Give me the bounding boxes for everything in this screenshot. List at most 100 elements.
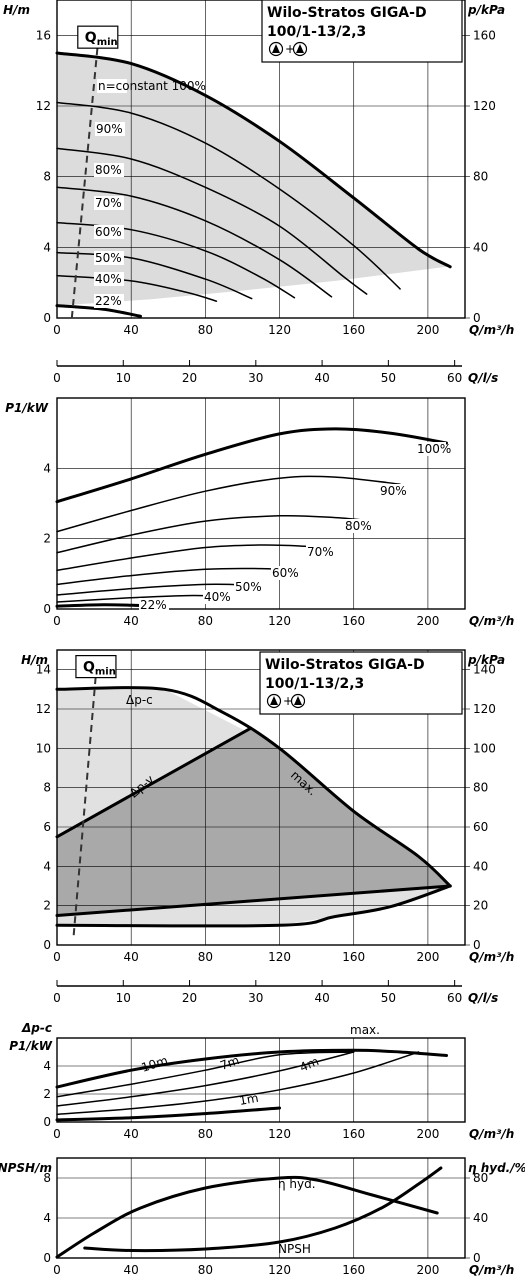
series-label: 1m [238, 1091, 259, 1108]
series-line-100- [55, 427, 448, 504]
series-line-90- [56, 101, 401, 290]
series-line-max- [55, 1048, 448, 1089]
flow-ls-axis: 0 10 20 30 40 50 60 Q/l/s [53, 980, 498, 1005]
qmin-dashed-line [70, 44, 99, 319]
y2-tick-label: 140 [473, 663, 496, 677]
plot-frame [56, 1037, 466, 1123]
series-label: 40% [95, 272, 122, 286]
pump-symbol-icon [296, 44, 304, 53]
series-label: 60% [95, 225, 122, 239]
chart-subtitle: 100/1-13/2,3 [267, 24, 366, 40]
x-tick-label: 0 [53, 1127, 61, 1141]
x-tick-label: 40 [124, 323, 139, 337]
x-tick-label: 200 [416, 323, 439, 337]
x-tick-label: 0 [53, 1263, 61, 1277]
ls-tick-label: 60 [447, 371, 462, 385]
y2-tick-label: 40 [473, 240, 488, 254]
series-line-10m [56, 1051, 355, 1098]
series-label: 70% [307, 545, 334, 559]
series-label: 90% [380, 484, 407, 498]
qmin-subscript: min [95, 667, 116, 678]
y-tick-label: 2 [43, 1087, 51, 1101]
ls-tick-label: 20 [182, 991, 197, 1005]
series-line-70- [56, 186, 333, 298]
y2-tick-label: 20 [473, 899, 488, 913]
series-line-min [55, 884, 452, 928]
label-mask [416, 442, 446, 456]
series-label: 22% [140, 598, 167, 612]
chart-title: Wilo-Stratos GIGA-D [267, 5, 427, 21]
y2-tick-label: 60 [473, 820, 488, 834]
series-line--p-v [55, 727, 252, 839]
ls-tick-label: 50 [381, 371, 396, 385]
series-line-50- [56, 251, 253, 300]
qmin-subscript: min [97, 37, 118, 48]
qmin-box [75, 654, 117, 679]
x-tick-label: 200 [416, 950, 439, 964]
series-line-50- [56, 583, 253, 596]
y-tick-label: 2 [43, 532, 51, 546]
y-tick-label: 4 [43, 1059, 51, 1073]
x-axis-label: Q/m³/h [469, 1127, 514, 1141]
y-tick-label: 8 [43, 1171, 51, 1185]
y2-tick-label: 80 [473, 1171, 488, 1185]
series-label: 80% [345, 519, 372, 533]
series-label: 60% [272, 566, 299, 580]
y-tick-label: 4 [43, 859, 51, 873]
series-label: 50% [95, 251, 122, 265]
x-tick-label: 80 [198, 1127, 213, 1141]
x-tick-label: 80 [198, 323, 213, 337]
y2-tick-label: 80 [473, 170, 488, 184]
series-line-max- [55, 686, 452, 888]
label-mask [97, 79, 127, 93]
y-tick-label: 4 [43, 1211, 51, 1225]
qmin-dashed-line [72, 673, 97, 936]
x-tick-label: 160 [342, 950, 365, 964]
x-tick-label: 160 [342, 1263, 365, 1277]
x-tick-label: 120 [268, 950, 291, 964]
y-tick-label: 0 [43, 938, 51, 952]
ls-tick-label: 40 [314, 991, 329, 1005]
plus-icon: + [283, 694, 293, 708]
plot-frame [56, 0, 466, 319]
y-axis-label: H/m [21, 653, 48, 667]
y2-tick-label: 80 [473, 781, 488, 795]
y-tick-label: 4 [43, 461, 51, 475]
chart-subtitle: 100/1-13/2,3 [265, 676, 364, 692]
y2-tick-label: 0 [473, 938, 481, 952]
label-mask [344, 519, 374, 533]
series-label: n=constant 100% [98, 79, 206, 93]
x-tick-label: 120 [268, 1263, 291, 1277]
ls-tick-label: 0 [53, 991, 61, 1005]
y-axis-label: H/m [3, 3, 30, 17]
series-line-80- [56, 147, 368, 295]
y-axis-label: P1/kW [9, 1039, 53, 1053]
operating-range-area [57, 53, 451, 306]
label-mask [94, 163, 124, 177]
series-line--hyd- [55, 1175, 439, 1259]
x-tick-label: 200 [416, 1263, 439, 1277]
ls-tick-label: 0 [53, 371, 61, 385]
x-axis-label: Q/m³/h [469, 1263, 514, 1277]
x-tick-label: 80 [198, 1263, 213, 1277]
y-axis-label: P1/kW [5, 401, 49, 415]
ls-tick-label: 20 [182, 371, 197, 385]
ls-tick-label: 10 [116, 371, 131, 385]
y-tick-label: 0 [43, 602, 51, 616]
y2-axis-label: p/kPa [467, 653, 505, 667]
qmin-box [77, 25, 119, 49]
y-tick-label: 0 [43, 1251, 51, 1265]
y-tick-label: 10 [36, 741, 51, 755]
series-line-80- [56, 514, 374, 554]
ls-axis-label: Q/l/s [468, 991, 498, 1005]
x-tick-label: 200 [416, 1127, 439, 1141]
y-tick-label: 16 [36, 28, 51, 42]
y2-axis-label: p/kPa [467, 3, 505, 17]
x-tick-label: 160 [342, 1127, 365, 1141]
x-axis-label: Q/m³/h [469, 950, 514, 964]
label-mask [94, 225, 124, 239]
plot-frame [56, 397, 466, 610]
series-label: max. [350, 1023, 380, 1037]
